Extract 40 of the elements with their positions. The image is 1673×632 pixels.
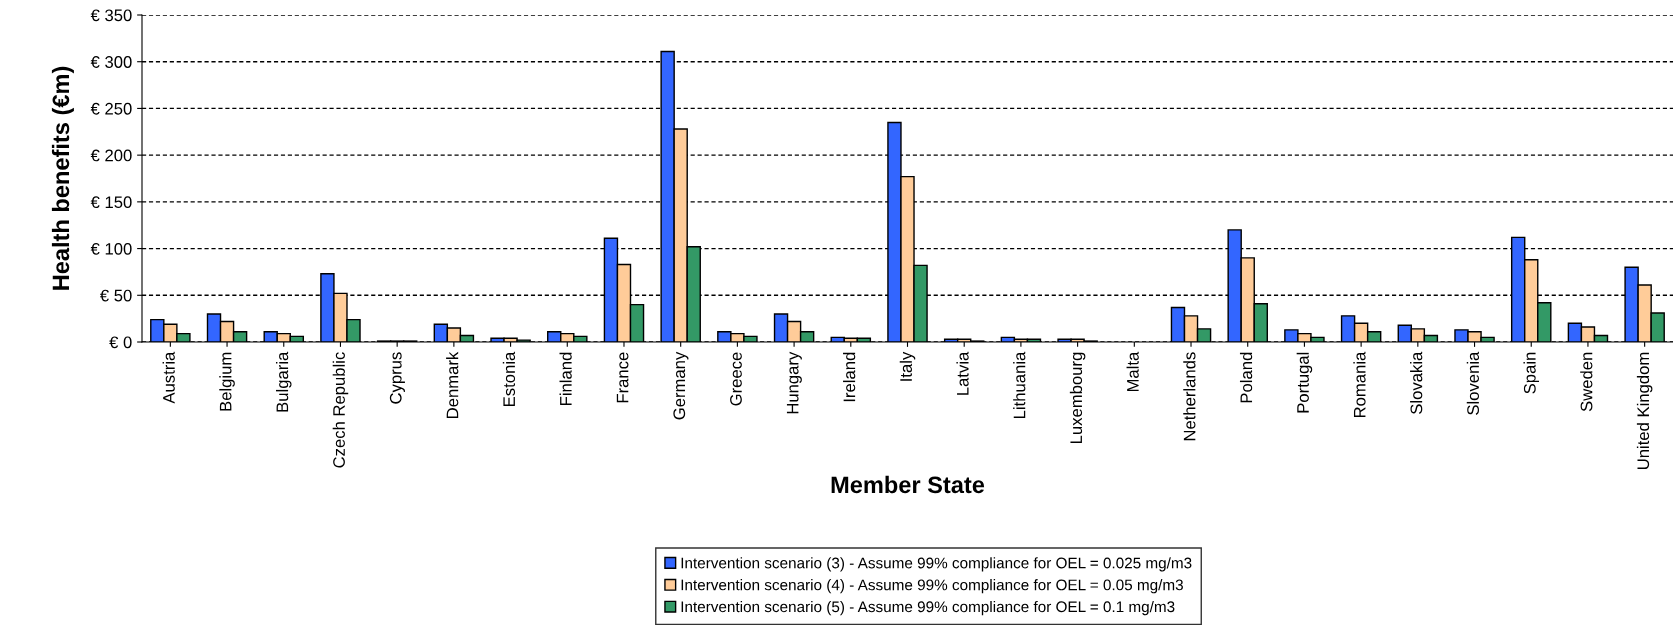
x-tick-label: Italy — [899, 351, 916, 381]
x-tick-label: Belgium — [219, 352, 235, 411]
x-tick-label: Finland — [559, 352, 572, 406]
x-tick-label: Lithuania — [1013, 351, 1026, 418]
legend-label: Intervention scenario (3) - Assume 99% compliance for OEL = 0.025 mg/m3 — [681, 557, 1192, 572]
x-tick-label: Malta — [1126, 351, 1139, 392]
x-axis-title: Member State — [831, 475, 985, 494]
x-tick-label: United Kingdom — [1636, 352, 1653, 470]
x-tick-label: Hungary — [786, 351, 802, 414]
y-axis-title: Health benefits (€m) — [51, 66, 74, 290]
x-tick-label: Romania — [1353, 351, 1366, 418]
y-tick-label: € 200 — [90, 149, 132, 162]
y-tick-label: € 50 — [99, 289, 132, 302]
x-tick-label: Portugal — [1296, 352, 1313, 413]
x-tick-label: Slovenia — [1466, 351, 1480, 415]
x-tick-label: Spain — [1523, 352, 1540, 394]
x-tick-label: Sweden — [1580, 352, 1593, 412]
x-tick-label: Ireland — [843, 352, 856, 402]
x-tick-label: Bulgaria — [275, 351, 292, 412]
x-tick-label: Austria — [162, 351, 175, 404]
y-tick-label: € 300 — [90, 56, 132, 68]
y-tick-label: € 350 — [90, 9, 132, 22]
x-tick-label: Czech Republic — [332, 352, 349, 468]
x-tick-label: Luxembourg — [1069, 352, 1086, 443]
y-tick-label: € 0 — [109, 336, 132, 349]
x-tick-label: Netherlands — [1183, 352, 1196, 441]
x-tick-label: Slovakia — [1410, 351, 1423, 414]
x-tick-label: Latvia — [956, 351, 969, 395]
x-tick-label: Estonia — [502, 351, 516, 406]
x-tick-label: Greece — [730, 352, 742, 406]
x-tick-label: Cyprus — [389, 352, 405, 404]
y-tick-label: € 100 — [90, 242, 132, 255]
legend-label: Intervention scenario (5) - Assume 99% compliance for OEL = 0.1 mg/m3 — [681, 600, 1175, 616]
x-tick-label: Poland — [1239, 352, 1253, 403]
x-tick-label: France — [616, 352, 629, 403]
y-tick-label: € 250 — [90, 102, 132, 115]
x-tick-label: Germany — [673, 351, 689, 420]
x-tick-label: Denmark — [446, 351, 459, 418]
legend-label: Intervention scenario (4) - Assume 99% compliance for OEL = 0.05 mg/m3 — [681, 579, 1183, 594]
y-tick-label: € 150 — [90, 196, 132, 209]
